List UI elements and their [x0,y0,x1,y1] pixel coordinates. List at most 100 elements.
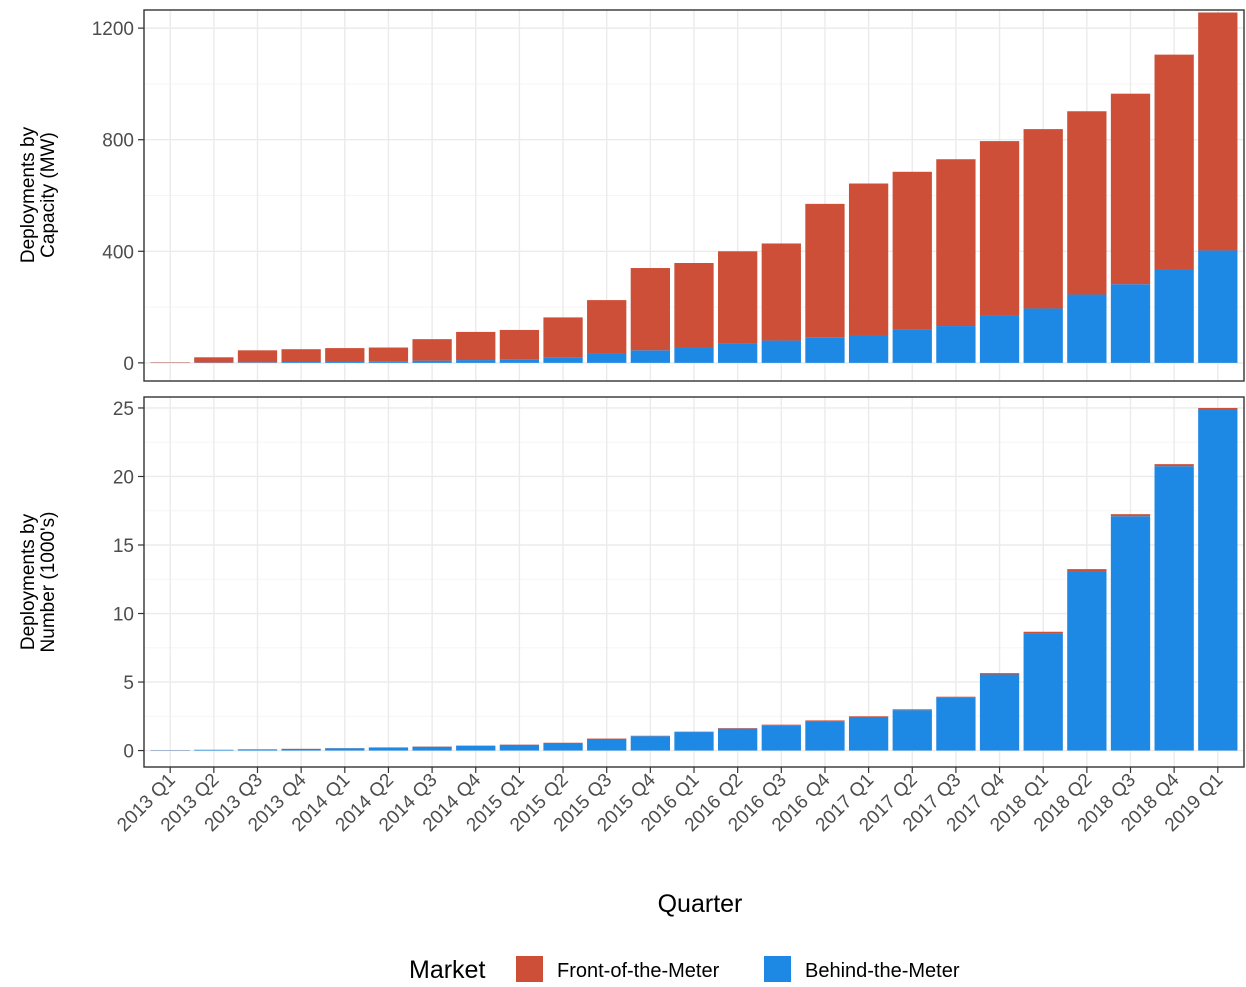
bar-behind-the-meter [194,750,233,751]
y-tick-label: 15 [113,536,134,557]
bar-behind-the-meter [238,749,277,750]
bar-behind-the-meter [543,358,582,363]
bar-behind-the-meter [282,362,321,363]
legend-label-front-of-the-meter: Front-of-the-Meter [557,960,720,982]
bar-front-of-the-meter [1024,129,1063,308]
bar-front-of-the-meter [1111,94,1150,285]
bar-front-of-the-meter [1155,55,1194,270]
bar-behind-the-meter [849,335,888,363]
bar-front-of-the-meter [1024,632,1063,634]
y-tick-label: 10 [113,605,134,626]
bar-behind-the-meter [325,361,364,362]
y-axis-title-line: Deployments by [18,513,39,650]
bar-front-of-the-meter [1155,464,1194,466]
bar-front-of-the-meter [893,709,932,710]
y-tick-label: 5 [123,673,134,694]
legend-label-behind-the-meter: Behind-the-Meter [805,960,960,982]
bar-front-of-the-meter [1067,569,1106,571]
bar-front-of-the-meter [936,159,975,326]
bar-front-of-the-meter [1111,514,1150,516]
bar-behind-the-meter [412,361,451,363]
y-tick-label: 0 [123,742,134,763]
y-tick-label: 20 [113,467,134,488]
y-tick-label: 400 [102,242,134,263]
bar-behind-the-meter [543,743,582,751]
bar-front-of-the-meter [1198,408,1237,410]
bar-behind-the-meter [762,341,801,363]
bar-behind-the-meter [893,329,932,362]
legend-swatch-behind-the-meter [764,956,791,982]
bar-front-of-the-meter [1067,111,1106,294]
bar-behind-the-meter [587,354,626,363]
bar-behind-the-meter [1111,516,1150,750]
bar-behind-the-meter [980,675,1019,751]
bar-front-of-the-meter [1198,13,1237,251]
bar-behind-the-meter [631,736,670,750]
bar-behind-the-meter [936,326,975,363]
bar-behind-the-meter [456,746,495,751]
bar-behind-the-meter [500,745,539,751]
y-axis-title-line: Deployments by [18,126,39,263]
bar-front-of-the-meter [238,350,277,362]
bar-behind-the-meter [936,698,975,751]
bar-behind-the-meter [1067,295,1106,363]
bar-front-of-the-meter [543,317,582,357]
bar-front-of-the-meter [893,172,932,330]
bar-front-of-the-meter [980,673,1019,674]
bar-behind-the-meter [893,710,932,750]
bar-front-of-the-meter [805,720,844,721]
bar-behind-the-meter [1155,466,1194,750]
bar-behind-the-meter [631,350,670,363]
bar-behind-the-meter [718,344,757,363]
bar-behind-the-meter [1024,633,1063,750]
bar-front-of-the-meter [762,243,801,340]
bar-front-of-the-meter [849,184,888,335]
bar-front-of-the-meter [282,349,321,362]
bar-front-of-the-meter [587,300,626,354]
bar-front-of-the-meter [194,357,233,362]
bar-behind-the-meter [412,747,451,751]
y-axis-title-line: Capacity (MW) [38,132,59,258]
bar-behind-the-meter [1067,571,1106,751]
legend-title: Market [409,956,485,982]
bar-behind-the-meter [980,315,1019,362]
bar-front-of-the-meter [456,332,495,360]
bar-front-of-the-meter [369,348,408,362]
y-axis-title: Deployments byNumber (1000's) [18,512,59,653]
y-tick-label: 1200 [92,19,134,40]
bar-behind-the-meter [718,729,757,751]
bar-front-of-the-meter [762,725,801,726]
bar-front-of-the-meter [980,141,1019,315]
bar-behind-the-meter [674,732,713,751]
y-tick-label: 800 [102,131,134,152]
bar-behind-the-meter [369,361,408,363]
bar-behind-the-meter [674,348,713,363]
bar-front-of-the-meter [674,263,713,348]
bar-behind-the-meter [762,725,801,750]
bar-front-of-the-meter [805,204,844,338]
bar-front-of-the-meter [718,728,757,729]
bar-front-of-the-meter [412,339,451,360]
bar-behind-the-meter [500,359,539,363]
bar-behind-the-meter [1024,308,1063,362]
y-tick-label: 25 [113,399,134,420]
bar-behind-the-meter [849,717,888,751]
bar-front-of-the-meter [631,268,670,350]
bar-front-of-the-meter [936,697,975,698]
bar-behind-the-meter [1155,270,1194,363]
bar-behind-the-meter [456,360,495,363]
bar-front-of-the-meter [325,348,364,361]
legend-swatch-front-of-the-meter [516,956,543,982]
bar-behind-the-meter [805,721,844,750]
bar-behind-the-meter [805,338,844,363]
bar-behind-the-meter [1198,410,1237,751]
bar-behind-the-meter [238,362,277,363]
bar-behind-the-meter [282,749,321,751]
bar-behind-the-meter [325,748,364,750]
bar-behind-the-meter [1111,284,1150,363]
bar-front-of-the-meter [718,251,757,344]
bar-behind-the-meter [369,748,408,751]
y-tick-label: 0 [123,354,134,375]
